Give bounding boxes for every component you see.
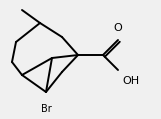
Text: Br: Br: [41, 104, 51, 114]
Text: O: O: [114, 23, 122, 33]
Text: OH: OH: [122, 76, 139, 86]
